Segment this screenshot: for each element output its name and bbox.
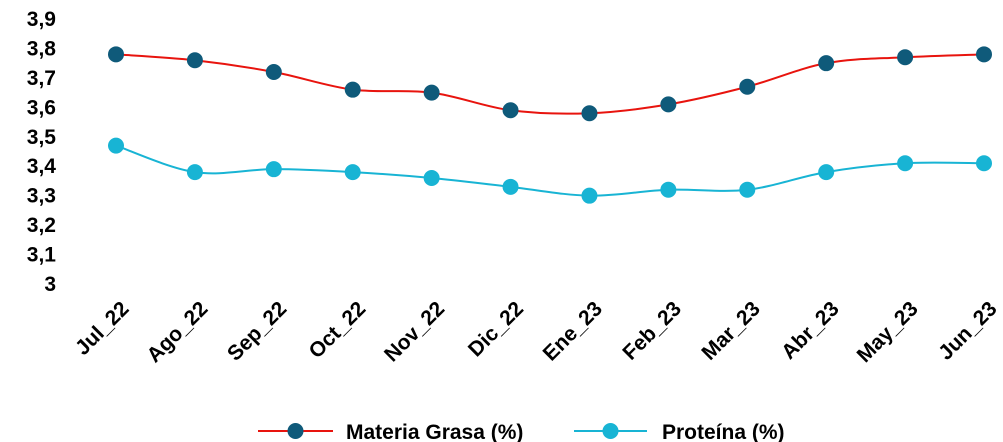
x-tick-label: Abr_23	[777, 297, 844, 364]
data-point-marker	[660, 181, 677, 198]
x-tick-label: Jun_23	[934, 297, 1001, 364]
x-tick-label: Feb_23	[618, 297, 685, 364]
series-line-0	[115, 53, 985, 115]
data-point-marker	[581, 105, 598, 122]
x-tick-label: Sep_22	[223, 297, 291, 365]
y-tick-label: 3,3	[27, 185, 56, 208]
legend-marker-0	[287, 423, 304, 439]
data-point-marker	[897, 155, 914, 172]
x-tick-label: Mar_23	[697, 297, 764, 364]
y-tick-label: 3,4	[27, 155, 57, 178]
data-point-marker	[818, 164, 835, 181]
legend-label-1: Proteína (%)	[662, 421, 785, 442]
legend-label-0: Materia Grasa (%)	[346, 421, 523, 442]
data-point-marker	[108, 46, 124, 63]
y-tick-label: 3,7	[27, 67, 56, 90]
data-point-marker	[423, 84, 440, 101]
data-point-marker	[502, 178, 519, 195]
y-tick-label: 3,5	[27, 126, 57, 149]
data-point-marker	[660, 96, 677, 113]
data-point-marker	[897, 49, 914, 66]
y-tick-label: 3,2	[27, 214, 56, 237]
x-tick-label: Ago_22	[143, 297, 213, 367]
data-point-marker	[976, 155, 992, 172]
data-point-marker	[423, 170, 440, 186]
y-tick-label: 3,9	[27, 8, 56, 31]
legend-marker-1	[602, 423, 619, 439]
data-point-marker	[108, 137, 124, 154]
data-point-marker	[581, 187, 598, 204]
x-tick-label: May_23	[853, 297, 923, 367]
series-lines	[115, 53, 985, 197]
data-point-marker	[976, 46, 992, 63]
data-point-marker	[739, 78, 756, 95]
x-tick-label: Dic_22	[464, 297, 528, 361]
data-point-marker	[739, 181, 756, 198]
data-point-marker	[502, 102, 519, 119]
data-point-marker	[344, 164, 361, 181]
series-markers	[108, 46, 992, 204]
x-tick-label: Nov_22	[380, 297, 449, 366]
data-point-marker	[265, 64, 282, 80]
data-point-marker	[186, 52, 203, 69]
y-tick-label: 3	[44, 273, 56, 296]
series-line-1	[115, 144, 985, 197]
data-point-marker	[818, 55, 835, 72]
x-tick-label: Jul_22	[71, 297, 134, 360]
data-point-marker	[344, 81, 361, 98]
data-point-marker	[186, 164, 203, 181]
data-point-marker	[265, 161, 282, 178]
y-tick-label: 3,6	[27, 96, 56, 119]
y-axis-ticks: 3 3,1 3,2 3,3 3,4 3,5 3,6 3,7 3,8 3,9	[27, 8, 57, 296]
x-axis-ticks: Jul_22 Ago_22 Sep_22 Oct_22 Nov_22 Dic_22 Ene_…	[71, 297, 1002, 367]
x-tick-label: Oct_22	[304, 297, 370, 363]
y-tick-label: 3,1	[27, 244, 57, 267]
x-tick-label: Ene_23	[539, 297, 607, 365]
legend: Materia Grasa (%) Proteína (%)	[258, 421, 785, 442]
y-tick-label: 3,8	[27, 37, 57, 60]
